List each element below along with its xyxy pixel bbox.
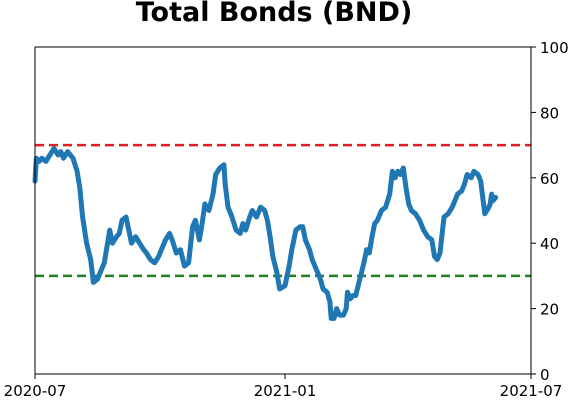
y-tick-label: 20 bbox=[540, 301, 559, 319]
x-tick-label: 2020-07 bbox=[4, 382, 67, 400]
reference-lines bbox=[35, 143, 531, 278]
chart-title: Total Bonds (BND) bbox=[136, 0, 413, 28]
x-tick-label: 2021-07 bbox=[500, 382, 563, 400]
y-tick-label: 60 bbox=[540, 170, 559, 188]
y-tick-label: 0 bbox=[540, 366, 550, 384]
x-tick-label: 2021-01 bbox=[254, 382, 317, 400]
y-tick-label: 40 bbox=[540, 235, 559, 253]
x-axis: 2020-07 2021-01 2021-07 bbox=[4, 374, 563, 400]
series-lines bbox=[32, 145, 499, 321]
y-tick-label: 80 bbox=[540, 104, 559, 122]
y-tick-label: 100 bbox=[540, 39, 569, 57]
plot-frame bbox=[34, 46, 532, 375]
y-axis: 0 20 40 60 80 100 bbox=[531, 39, 569, 384]
series-line-0 bbox=[32, 145, 499, 321]
